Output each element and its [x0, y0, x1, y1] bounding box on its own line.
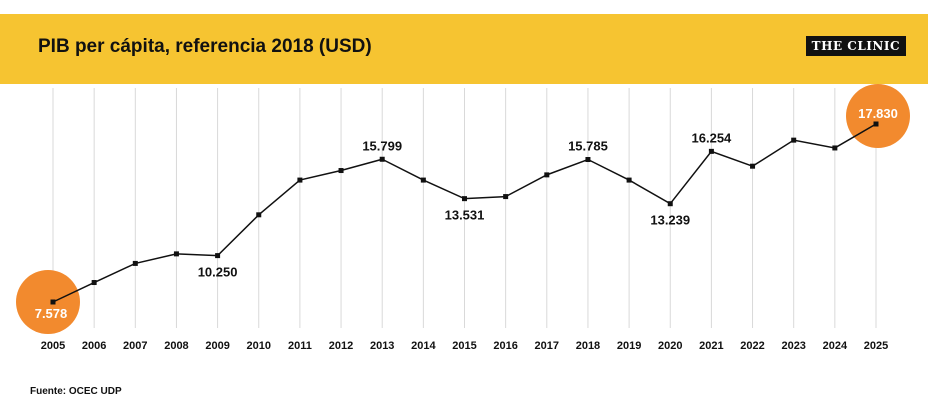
x-tick-label-2006: 2006 — [82, 340, 106, 352]
line-chart: 7.578 10.250 15.799 13.531 15.785 13.239 16.25… — [16, 84, 910, 352]
data-point-2019 — [626, 177, 632, 183]
x-tick-label-2013: 2013 — [370, 340, 394, 352]
chart-title: PIB per cápita, referencia 2018 (USD) — [38, 36, 372, 57]
data-point-2023 — [791, 137, 797, 143]
x-tick-label-2009: 2009 — [205, 340, 229, 352]
data-label-2009: 10.250 — [198, 265, 238, 280]
data-point-2012 — [338, 168, 344, 174]
x-tick-label-2021: 2021 — [699, 340, 723, 352]
data-point-2022 — [750, 163, 756, 169]
x-tick-label-2022: 2022 — [740, 340, 764, 352]
data-label-2005: 7.578 — [35, 306, 68, 321]
x-tick-label-2019: 2019 — [617, 340, 641, 352]
data-point-2017 — [544, 172, 550, 178]
data-point-2013 — [379, 156, 385, 162]
x-tick-label-2007: 2007 — [123, 340, 147, 352]
brand-logo: THE CLINIC — [805, 36, 906, 56]
x-tick-label-2024: 2024 — [823, 340, 848, 352]
x-tick-label-2018: 2018 — [576, 340, 600, 352]
data-label-2020: 13.239 — [650, 213, 690, 228]
data-label-2018: 15.785 — [568, 139, 608, 154]
data-point-2009 — [215, 253, 221, 259]
data-point-2008 — [173, 251, 179, 257]
x-tick-label-2014: 2014 — [411, 340, 436, 352]
data-point-2014 — [420, 177, 426, 183]
data-point-2010 — [256, 212, 262, 218]
data-point-2020 — [667, 201, 673, 207]
x-tick-label-2015: 2015 — [452, 340, 476, 352]
data-point-2018 — [585, 157, 591, 163]
data-point-2025 — [873, 121, 879, 127]
x-tick-label-2008: 2008 — [164, 340, 188, 352]
x-tick-label-2012: 2012 — [329, 340, 353, 352]
x-tick-label-2017: 2017 — [535, 340, 559, 352]
x-tick-label-2010: 2010 — [247, 340, 271, 352]
x-tick-label-2020: 2020 — [658, 340, 682, 352]
data-point-2024 — [832, 145, 838, 151]
data-point-2015 — [462, 196, 467, 202]
data-point-2006 — [91, 280, 97, 286]
data-point-2016 — [503, 194, 509, 200]
chart-header: PIB per cápita, referencia 2018 (USD) TH… — [0, 14, 928, 84]
data-point-2011 — [297, 177, 303, 183]
data-label-2013: 15.799 — [362, 138, 402, 153]
data-label-2015: 13.531 — [445, 208, 485, 223]
data-label-2025: 17.830 — [858, 106, 898, 121]
x-tick-label-2025: 2025 — [864, 340, 888, 352]
highlight-circle-2005 — [16, 270, 80, 334]
x-tick-label-2005: 2005 — [41, 340, 65, 352]
x-tick-label-2011: 2011 — [288, 340, 312, 352]
data-label-2021: 16.254 — [692, 130, 733, 145]
x-tick-label-2023: 2023 — [781, 340, 805, 352]
x-tick-label-2016: 2016 — [493, 340, 517, 352]
data-point-2007 — [132, 260, 138, 266]
data-point-2005 — [50, 299, 56, 305]
source-note: Fuente: OCEC UDP — [30, 386, 122, 397]
data-point-2021 — [708, 148, 714, 154]
